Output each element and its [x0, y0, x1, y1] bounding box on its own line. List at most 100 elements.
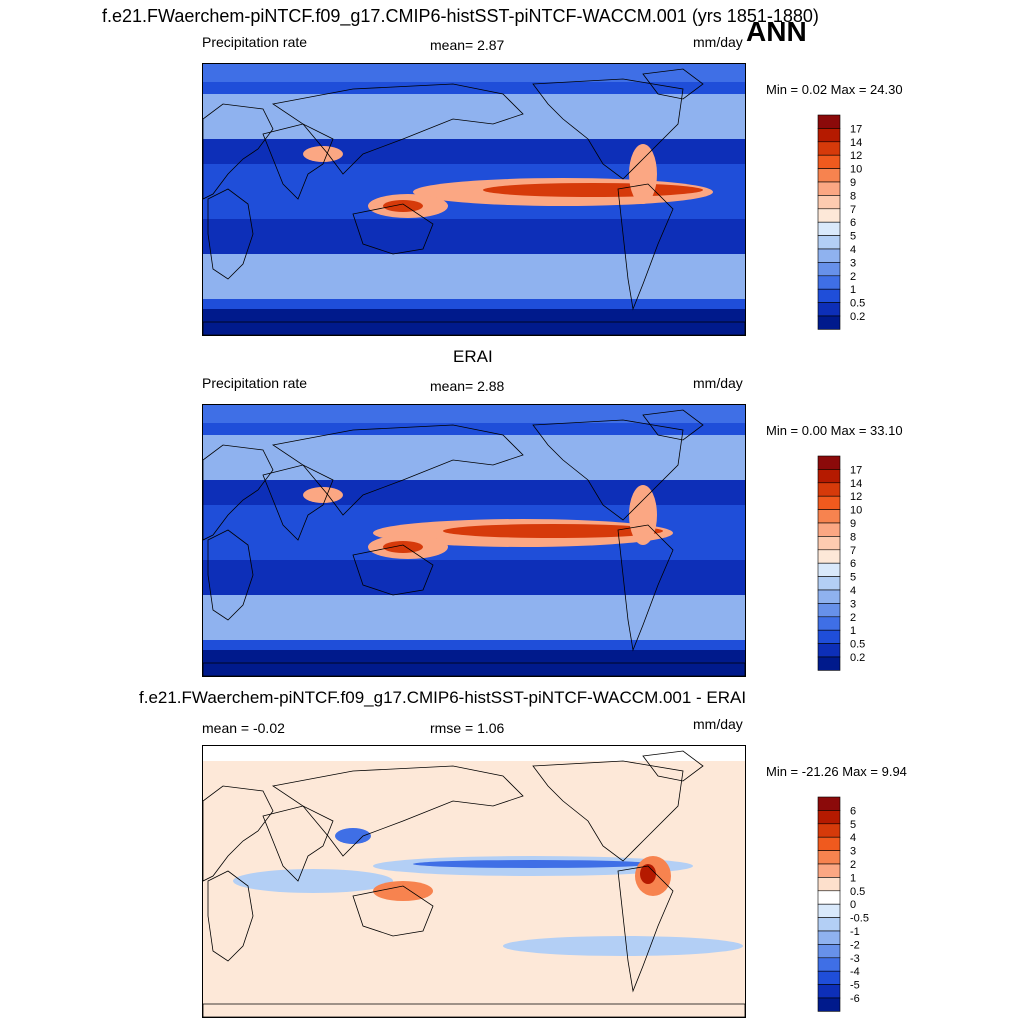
colorbar-swatch — [817, 262, 841, 277]
colorbar-tick-label: 1 — [850, 625, 856, 637]
colorbar-swatch — [817, 128, 841, 143]
coastline — [642, 68, 704, 100]
coastline — [207, 529, 254, 621]
colorbar-swatch — [817, 549, 841, 564]
andes-rain — [629, 485, 657, 545]
colorbar-tick-label: 1 — [850, 872, 856, 884]
colorbar-tick-label: 1 — [850, 284, 856, 296]
coastline — [532, 760, 684, 862]
colorbar-swatch — [817, 509, 841, 524]
panel3-units-label: mm/day — [693, 716, 743, 732]
colorbar-swatch — [817, 315, 841, 330]
asian-monsoon-rain — [303, 146, 343, 162]
colorbar-swatch — [817, 288, 841, 303]
colorbar-tick-label: 10 — [850, 164, 862, 176]
colorbar-swatch — [817, 850, 841, 865]
colorbar-tick-label: -5 — [850, 980, 860, 992]
positive-anomaly-maritime — [373, 881, 433, 901]
colorbar-tick-label: 8 — [850, 190, 856, 202]
colorbar-tick-label: 3 — [850, 598, 856, 610]
colorbar-swatch — [817, 495, 841, 510]
colorbar-tick-label: 14 — [850, 478, 862, 490]
coastline — [352, 203, 434, 255]
colorbar-tick-label: 6 — [850, 805, 856, 817]
panel3-diff-map — [202, 745, 746, 1018]
colorbar-tick-label: 0.5 — [850, 298, 865, 310]
colorbar-swatch — [817, 208, 841, 223]
colorbar-swatch — [817, 576, 841, 591]
panel3-minmax-label: Min = -21.26 Max = 9.94 — [766, 764, 907, 779]
colorbar-tick-label: 7 — [850, 545, 856, 557]
colorbar-tick-label: 5 — [850, 572, 856, 584]
colorbar-swatch — [817, 181, 841, 196]
colorbar-tick-label: 2 — [850, 271, 856, 283]
coastline — [642, 750, 704, 782]
colorbar-tick-label: 2 — [850, 859, 856, 871]
coastline — [271, 424, 524, 516]
colorbar-swatch — [817, 302, 841, 317]
colorbar-swatch — [817, 562, 841, 577]
arctic-band — [203, 64, 745, 82]
coastline — [262, 123, 334, 200]
colorbar-tick-label: 5 — [850, 819, 856, 831]
coastline — [203, 321, 745, 335]
subtropic-north-band — [203, 139, 745, 164]
colorbar-tick-label: 2 — [850, 612, 856, 624]
colorbar-swatch — [817, 221, 841, 236]
midlat-south-band — [203, 595, 745, 640]
subtropic-south-band — [203, 560, 745, 595]
panel1-variable-label: Precipitation rate — [202, 34, 308, 50]
coastline — [617, 865, 674, 993]
arctic-zero-band — [203, 746, 745, 761]
colorbar-tick-label: 0.5 — [850, 886, 865, 898]
maritime-continent-core — [383, 200, 423, 212]
subtropic-north-band — [203, 480, 745, 505]
panel1-precip-map — [202, 63, 746, 336]
midlat-north-band — [203, 435, 745, 480]
colorbar-swatch — [817, 656, 841, 671]
coastline — [271, 765, 524, 857]
coastline — [352, 885, 434, 937]
colorbar-tick-label: 3 — [850, 257, 856, 269]
colorbar-tick-label: 0.5 — [850, 639, 865, 651]
coastline — [352, 544, 434, 596]
colorbar-swatch — [817, 522, 841, 537]
colorbar-swatch — [817, 195, 841, 210]
coastline — [642, 409, 704, 441]
colorbar-tick-label: 12 — [850, 491, 862, 503]
colorbar-swatch — [817, 629, 841, 644]
asian-monsoon-rain — [303, 487, 343, 503]
case-title: f.e21.FWaerchem-piNTCF.f09_g17.CMIP6-his… — [102, 6, 819, 26]
arctic-band — [203, 405, 745, 423]
colorbar-swatch — [817, 455, 841, 470]
colorbar-tick-label: 0.2 — [850, 652, 865, 664]
colorbar-swatch — [817, 810, 841, 825]
panel2-mean-label: mean= 2.88 — [430, 378, 505, 394]
colorbar-tick-label: 7 — [850, 204, 856, 216]
coastline — [203, 785, 274, 882]
colorbar-swatch — [817, 469, 841, 484]
colorbar-tick-label: 12 — [850, 150, 862, 162]
panel3-title: f.e21.FWaerchem-piNTCF.f09_g17.CMIP6-his… — [139, 688, 747, 707]
coastline — [271, 83, 524, 175]
itcz-core — [443, 524, 663, 538]
colorbar-tick-label: 0.2 — [850, 311, 865, 323]
coastline — [617, 183, 674, 311]
colorbar-swatch — [817, 536, 841, 551]
colorbar-tick-label: 17 — [850, 464, 862, 476]
colorbar-swatch — [817, 643, 841, 658]
coastline — [207, 870, 254, 962]
colorbar-swatch — [817, 823, 841, 838]
panel2-units-label: mm/day — [693, 375, 743, 391]
negative-anomaly-south — [503, 936, 743, 956]
andes-rain — [629, 144, 657, 204]
colorbar-swatch — [817, 863, 841, 878]
colorbar-tick-label: -1 — [850, 926, 860, 938]
colorbar-tick-label: 14 — [850, 137, 862, 149]
midlat-south-band — [203, 254, 745, 299]
colorbar-swatch — [817, 877, 841, 892]
panel3-rmse-label: rmse = 1.06 — [430, 720, 505, 736]
midlat-north-band — [203, 94, 745, 139]
colorbar-tick-label: 9 — [850, 177, 856, 189]
coastline — [203, 662, 745, 676]
